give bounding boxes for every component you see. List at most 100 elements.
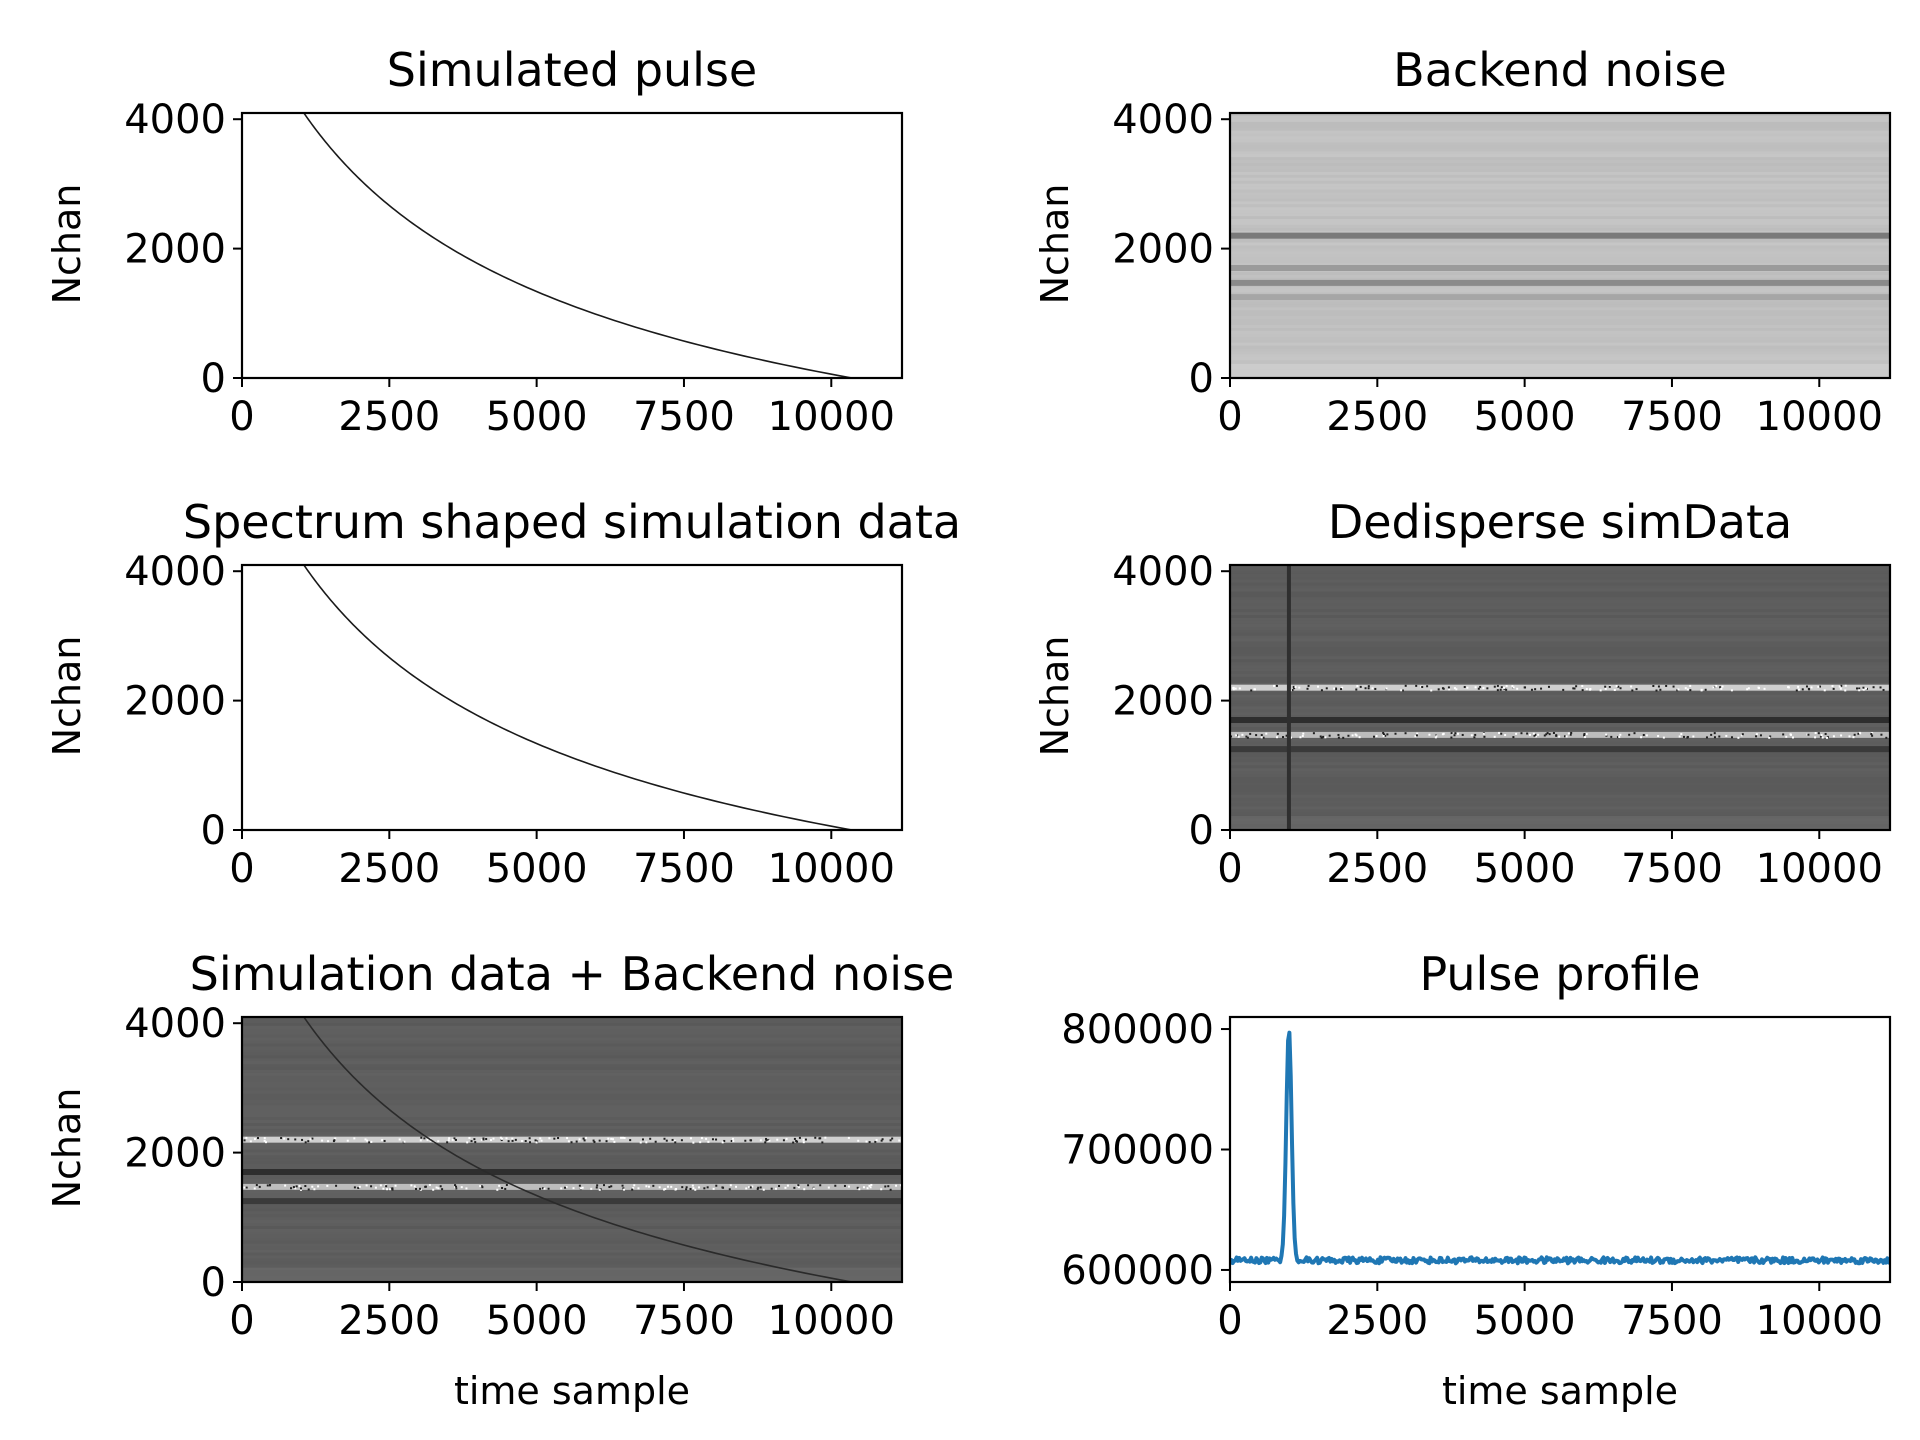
band-speckle bbox=[382, 1187, 385, 1190]
band-speckle bbox=[1747, 687, 1750, 690]
noise-row bbox=[1230, 565, 1890, 569]
band-speckle bbox=[474, 1141, 477, 1144]
noise-row bbox=[1230, 620, 1890, 625]
band-speckle bbox=[1662, 736, 1665, 739]
band-speckle bbox=[685, 1186, 688, 1189]
band-speckle bbox=[1499, 688, 1502, 691]
band-speckle bbox=[1367, 685, 1370, 688]
band-speckle bbox=[424, 1185, 427, 1188]
band-speckle bbox=[1820, 734, 1823, 737]
band-speckle bbox=[685, 1188, 688, 1191]
noise-row bbox=[1230, 582, 1890, 587]
band-speckle bbox=[778, 1185, 781, 1188]
band-speckle bbox=[326, 1184, 329, 1187]
band-speckle bbox=[712, 1187, 715, 1190]
panel-title: Simulated pulse bbox=[387, 43, 757, 97]
band-speckle bbox=[578, 1138, 581, 1141]
band-speckle bbox=[1375, 735, 1378, 738]
band-speckle bbox=[455, 1187, 458, 1190]
band-speckle bbox=[694, 1188, 697, 1191]
band-speckle bbox=[1575, 685, 1578, 688]
y-tick-label: 0 bbox=[201, 808, 226, 854]
noise-row bbox=[242, 1096, 902, 1100]
noise-row bbox=[1230, 345, 1890, 350]
band-speckle bbox=[1581, 685, 1584, 688]
band-speckle bbox=[1474, 733, 1477, 736]
band-speckle bbox=[542, 1187, 545, 1190]
noise-row bbox=[1230, 618, 1890, 622]
noise-row bbox=[242, 1102, 902, 1106]
noise-row bbox=[1230, 177, 1890, 182]
band-speckle bbox=[1633, 732, 1636, 735]
band-speckle bbox=[1540, 687, 1543, 690]
noise-row bbox=[242, 1229, 902, 1233]
band-speckle bbox=[723, 1139, 726, 1142]
band-speckle bbox=[481, 1186, 484, 1189]
channel-band bbox=[242, 1136, 902, 1143]
band-speckle bbox=[711, 1138, 714, 1141]
band-speckle bbox=[802, 1138, 805, 1141]
band-speckle bbox=[1260, 736, 1263, 739]
band-speckle bbox=[620, 1136, 623, 1139]
noise-row bbox=[1230, 263, 1890, 267]
noise-row bbox=[1230, 245, 1890, 249]
noise-row bbox=[242, 1099, 902, 1103]
band-speckle bbox=[1718, 735, 1721, 738]
band-speckle bbox=[1447, 686, 1450, 689]
x-tick-label: 2500 bbox=[1326, 1298, 1428, 1344]
band-speckle bbox=[793, 1186, 796, 1189]
noise-row bbox=[1230, 148, 1890, 152]
noise-row bbox=[1230, 650, 1890, 654]
band-speckle bbox=[785, 1137, 788, 1140]
band-speckle bbox=[621, 1184, 624, 1187]
band-speckle bbox=[632, 1187, 635, 1190]
band-speckle bbox=[1434, 736, 1437, 739]
band-speckle bbox=[819, 1137, 822, 1140]
band-speckle bbox=[266, 1184, 269, 1187]
band-speckle bbox=[1853, 733, 1856, 736]
band-speckle bbox=[455, 1185, 458, 1188]
band-speckle bbox=[505, 1183, 508, 1186]
y-axis-label: Nchan bbox=[45, 184, 89, 305]
noise-row bbox=[242, 1214, 902, 1218]
band-speckle bbox=[1604, 685, 1607, 688]
noise-row bbox=[242, 1075, 902, 1080]
band-speckle bbox=[243, 1186, 246, 1189]
band-speckle bbox=[1430, 689, 1433, 692]
band-speckle bbox=[1817, 732, 1820, 735]
band-speckle bbox=[383, 1139, 386, 1142]
band-speckle bbox=[1404, 732, 1407, 735]
band-speckle bbox=[265, 1141, 268, 1144]
noise-row bbox=[1230, 703, 1890, 707]
band-speckle bbox=[699, 1141, 702, 1144]
band-speckle bbox=[1246, 736, 1249, 739]
band-speckle bbox=[1795, 689, 1798, 692]
band-speckle bbox=[1672, 685, 1675, 688]
band-speckle bbox=[1832, 687, 1835, 690]
band-speckle bbox=[243, 1139, 246, 1142]
band-speckle bbox=[381, 1139, 384, 1142]
noise-row bbox=[1230, 662, 1890, 666]
noise-row bbox=[1230, 221, 1890, 226]
y-tick-label: 2000 bbox=[1112, 679, 1214, 725]
band-speckle bbox=[1520, 732, 1523, 735]
noise-row bbox=[1230, 682, 1890, 687]
noise-row bbox=[242, 1246, 902, 1251]
band-speckle bbox=[1299, 736, 1302, 739]
band-speckle bbox=[1262, 736, 1265, 739]
band-speckle bbox=[1482, 687, 1485, 690]
noise-row bbox=[242, 1040, 902, 1044]
band-speckle bbox=[1470, 734, 1473, 737]
y-tick-label: 4000 bbox=[124, 549, 226, 595]
band-speckle bbox=[639, 1141, 642, 1144]
band-speckle bbox=[814, 1136, 817, 1139]
band-speckle bbox=[389, 1188, 392, 1191]
band-speckle bbox=[607, 1137, 610, 1140]
band-speckle bbox=[335, 1184, 338, 1187]
band-speckle bbox=[1477, 687, 1480, 690]
noise-row bbox=[242, 1223, 902, 1227]
band-speckle bbox=[1385, 687, 1388, 690]
band-speckle bbox=[1356, 685, 1359, 688]
noise-row bbox=[242, 1090, 902, 1095]
